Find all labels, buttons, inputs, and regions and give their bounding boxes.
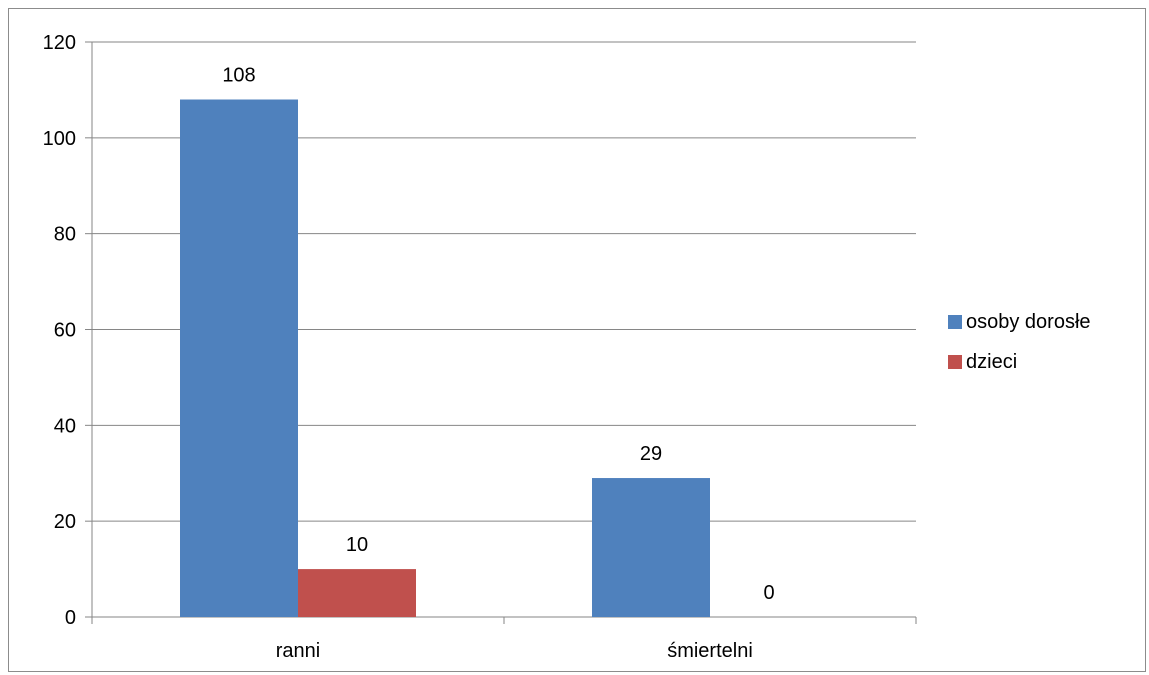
bar [180, 99, 298, 617]
legend-label: dzieci [966, 351, 1017, 373]
legend-label: osoby dorosłe [966, 311, 1091, 333]
y-tick-label: 100 [43, 128, 76, 150]
y-tick-label: 60 [54, 320, 76, 342]
x-category-label: ranni [276, 640, 320, 662]
y-tick-label: 40 [54, 415, 76, 437]
y-tick-label: 20 [54, 511, 76, 533]
chart-frame: 0 20 40 60 80 100 120 108 10 ranni 29 0 śmiertelni os… [8, 8, 1146, 672]
x-category-label: śmiertelni [667, 640, 753, 662]
data-label: 108 [222, 65, 255, 87]
data-label: 10 [346, 534, 368, 556]
bar [298, 569, 416, 617]
bar-chart: 0 20 40 60 80 100 120 108 10 ranni 29 0 śmiertelni os… [43, 32, 1091, 662]
legend-swatch [948, 355, 962, 369]
y-tick-label: 0 [65, 607, 76, 629]
y-tick-label: 120 [43, 32, 76, 54]
data-label: 0 [763, 582, 774, 604]
y-tick-label: 80 [54, 224, 76, 246]
bar [592, 478, 710, 617]
legend-swatch [948, 315, 962, 329]
data-label: 29 [640, 443, 662, 465]
